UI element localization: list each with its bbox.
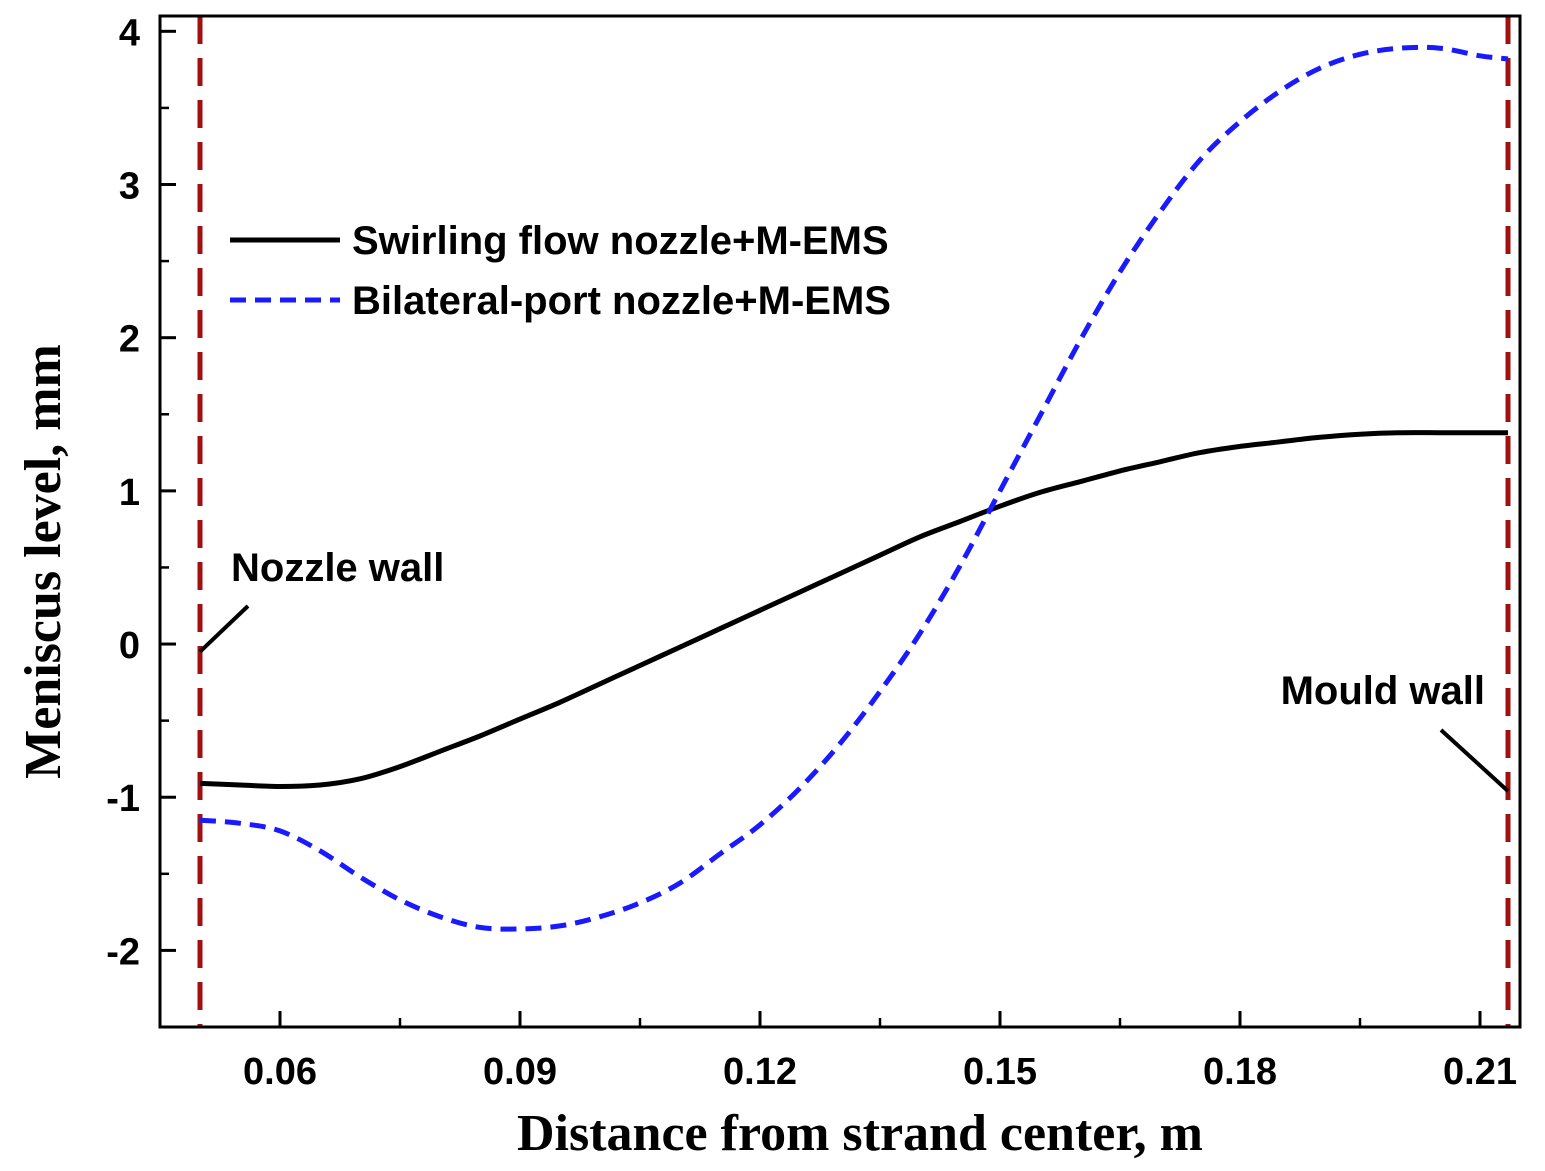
series-line-bilateral xyxy=(199,44,1509,932)
x-tick-label: 0.18 xyxy=(1203,1051,1277,1093)
nozzle-wall-label: Nozzle wall xyxy=(231,546,444,590)
y-axis-title: Meniscus level, mm xyxy=(15,344,72,779)
wall-lines xyxy=(197,16,1511,1027)
mould-wall-label: Mould wall xyxy=(1281,669,1485,713)
y-tick-label: -1 xyxy=(106,778,140,820)
x-tick-label: 0.21 xyxy=(1443,1051,1517,1093)
nozzle-wall-pointer xyxy=(198,604,250,654)
x-tick-label: 0.09 xyxy=(483,1051,557,1093)
series-line-swirling xyxy=(199,430,1508,789)
plot-frame xyxy=(158,14,1522,1029)
legend: Swirling flow nozzle+M-EMS Bilateral-por… xyxy=(230,219,891,323)
y-tick-label: 3 xyxy=(119,166,140,208)
y-tick-label: 4 xyxy=(119,12,140,54)
y-tick-label: -2 xyxy=(106,931,140,973)
y-tick-label: 1 xyxy=(119,472,140,514)
x-axis-title: Distance from strand center, m xyxy=(517,1105,1203,1162)
legend-label-swirling: Swirling flow nozzle+M-EMS xyxy=(352,219,889,263)
annotations: Nozzle wall Mould wall xyxy=(198,546,1510,793)
series-lines xyxy=(199,44,1509,932)
x-tick-label: 0.06 xyxy=(243,1051,317,1093)
legend-label-bilateral: Bilateral-port nozzle+M-EMS xyxy=(352,279,891,323)
y-tick-label: 0 xyxy=(119,625,140,667)
x-tick-label: 0.12 xyxy=(723,1051,797,1093)
ticks-layer: 0.06 0.09 0.12 0.15 0.18 0.21 -2 -1 0 1 2 3 4 xyxy=(106,12,1517,1093)
mould-wall-pointer xyxy=(1439,728,1510,793)
y-tick-label: 2 xyxy=(119,319,140,361)
x-tick-label: 0.15 xyxy=(963,1051,1037,1093)
